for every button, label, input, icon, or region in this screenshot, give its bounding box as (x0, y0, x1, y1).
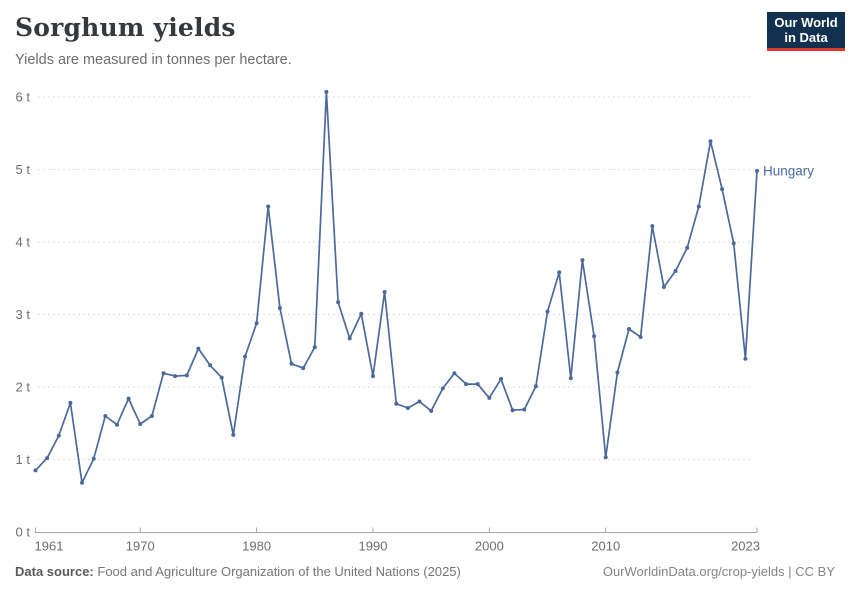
data-point[interactable] (359, 311, 364, 316)
data-point[interactable] (149, 414, 154, 418)
chart-title: Sorghum yields (15, 13, 236, 42)
x-axis-label: 1990 (359, 539, 388, 554)
data-point[interactable] (243, 354, 247, 359)
data-point[interactable] (533, 384, 538, 389)
series-line-hungary[interactable] (34, 91, 758, 484)
data-point[interactable] (731, 241, 736, 246)
data-point[interactable] (254, 321, 259, 326)
y-axis-label: 1 t (16, 452, 31, 467)
data-point[interactable] (510, 408, 515, 413)
x-axis-label: 2010 (591, 539, 620, 554)
data-point[interactable] (56, 433, 61, 438)
data-point[interactable] (673, 269, 678, 273)
data-point[interactable] (557, 270, 562, 275)
line-chart: 0 t 1 t 2 t 3 t 4 t 5 t 6 t 1961 1970 1980 1990 200… (16, 89, 815, 554)
x-axis-label: 2023 (731, 539, 760, 554)
data-point[interactable] (45, 456, 50, 461)
data-point[interactable] (615, 370, 620, 375)
data-point[interactable] (371, 374, 375, 379)
x-axis-label: 2000 (475, 539, 504, 554)
data-point[interactable] (720, 187, 725, 192)
data-point[interactable] (277, 306, 282, 310)
owid-logo[interactable]: Our World in Data (767, 12, 845, 51)
data-source-text: Food and Agriculture Organization of the… (97, 564, 461, 579)
data-point[interactable] (650, 224, 655, 229)
data-point[interactable] (91, 456, 96, 461)
chart-footer: Data source: Food and Agriculture Organi… (15, 564, 835, 579)
data-point[interactable] (115, 422, 119, 427)
data-point[interactable] (103, 414, 108, 418)
data-point[interactable] (499, 377, 503, 381)
chart-subtitle: Yields are measured in tonnes per hectar… (15, 52, 292, 68)
data-point[interactable] (405, 406, 410, 410)
data-point[interactable] (312, 345, 317, 350)
data-point[interactable] (603, 455, 608, 460)
data-point[interactable] (68, 400, 73, 405)
x-axis-label: 1980 (242, 539, 271, 554)
data-point[interactable] (592, 334, 597, 339)
data-point[interactable] (266, 204, 271, 209)
x-axis-label: 1961 (35, 539, 64, 554)
data-point[interactable] (755, 168, 759, 173)
data-point[interactable] (161, 371, 166, 376)
data-point[interactable] (138, 422, 143, 426)
data-point[interactable] (196, 346, 201, 351)
data-point[interactable] (184, 373, 189, 378)
data-point[interactable] (487, 395, 492, 400)
data-point[interactable] (685, 245, 690, 250)
data-point[interactable] (417, 399, 422, 404)
data-point[interactable] (219, 375, 224, 380)
data-point[interactable] (429, 408, 434, 413)
data-point[interactable] (347, 336, 352, 341)
data-point[interactable] (475, 382, 480, 387)
y-axis-label: 2 t (16, 380, 31, 395)
data-point[interactable] (627, 327, 631, 331)
data-point[interactable] (382, 290, 387, 294)
license-link[interactable]: OurWorldinData.org/crop-yields | CC BY (602, 564, 835, 579)
data-point[interactable] (708, 139, 713, 144)
data-point[interactable] (696, 204, 701, 209)
data-point[interactable] (545, 309, 550, 314)
data-point[interactable] (394, 401, 399, 406)
data-point[interactable] (580, 258, 585, 263)
data-point[interactable] (568, 376, 573, 381)
owid-logo-line1: Our World (774, 14, 838, 30)
data-point[interactable] (464, 382, 469, 387)
data-point[interactable] (452, 371, 457, 376)
data-point[interactable] (638, 335, 643, 339)
data-point[interactable] (80, 480, 84, 485)
data-point[interactable] (440, 386, 445, 391)
data-point[interactable] (173, 374, 178, 379)
y-axis-label: 5 t (16, 162, 31, 177)
data-point[interactable] (231, 432, 236, 437)
data-point[interactable] (661, 285, 666, 289)
data-point[interactable] (289, 361, 294, 366)
x-axis-label: 1970 (126, 539, 155, 554)
data-point[interactable] (336, 300, 341, 305)
data-point[interactable] (208, 363, 213, 368)
data-point[interactable] (522, 407, 527, 412)
y-axis-label: 0 t (16, 525, 31, 540)
data-point[interactable] (301, 366, 306, 371)
owid-logo-line2: in Data (784, 30, 828, 45)
y-axis-label: 3 t (16, 307, 31, 322)
y-axis-label: 4 t (16, 235, 31, 250)
data-source-note: Data source: Food and Agriculture Organi… (15, 564, 461, 579)
data-point[interactable] (33, 468, 38, 473)
data-point[interactable] (126, 396, 131, 401)
series-label-hungary[interactable]: Hungary (763, 163, 814, 178)
data-point[interactable] (324, 89, 329, 94)
y-axis-label: 6 t (16, 90, 31, 105)
data-source-label: Data source: (15, 564, 94, 579)
data-point[interactable] (743, 356, 748, 361)
